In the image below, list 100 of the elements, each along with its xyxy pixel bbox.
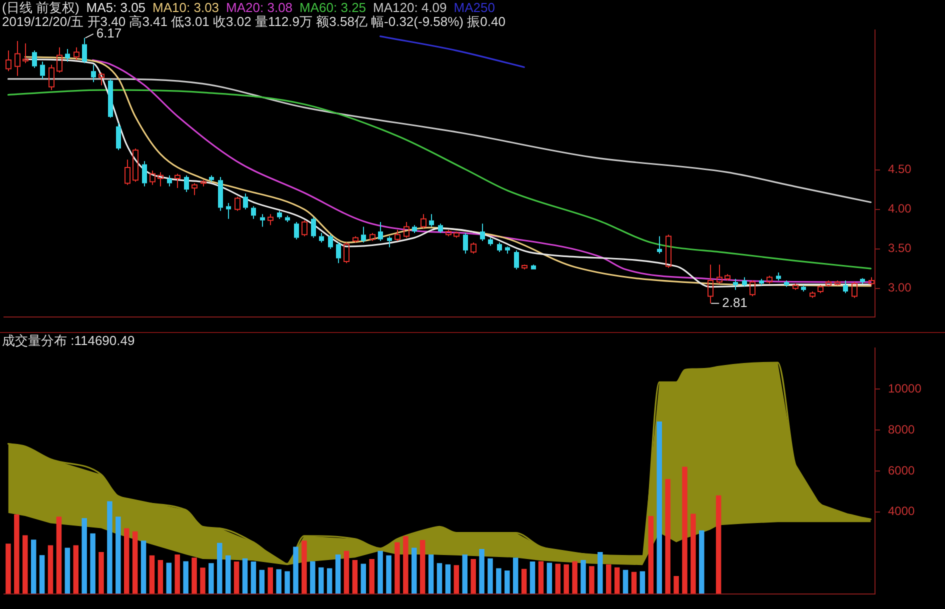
y-tick-label: 6000 <box>888 463 916 478</box>
bar <box>6 544 11 594</box>
candlestick <box>116 122 121 151</box>
annotation: 2.81 <box>722 294 748 310</box>
y-tick-label: 3.50 <box>888 241 912 256</box>
bar <box>268 567 273 594</box>
candlestick <box>82 37 87 64</box>
candlestick <box>260 214 265 228</box>
bar <box>293 546 298 594</box>
candlestick <box>733 278 738 290</box>
bar <box>132 531 138 594</box>
bar <box>284 571 290 594</box>
bar <box>64 548 70 594</box>
bar <box>564 564 569 594</box>
bar <box>98 552 104 594</box>
candlestick <box>328 234 333 250</box>
candlestick <box>294 221 299 240</box>
bar <box>512 558 518 594</box>
candlestick <box>480 223 485 242</box>
candlestick <box>505 246 510 254</box>
bar <box>14 514 20 594</box>
candlestick <box>40 61 45 80</box>
bar <box>259 570 265 594</box>
candlestick <box>438 223 443 234</box>
chart-title: 成交量分布 :114690.49 <box>2 333 135 348</box>
candlestick <box>158 172 164 187</box>
candlestick <box>285 215 290 222</box>
candlestick <box>167 174 172 187</box>
candlestick <box>243 193 248 210</box>
y-tick-label: 4.00 <box>888 202 912 216</box>
bar <box>174 554 180 594</box>
bar <box>445 564 451 594</box>
candlestick <box>361 226 366 244</box>
bar <box>420 540 426 594</box>
candlestick <box>319 232 324 244</box>
bar <box>369 559 374 594</box>
candlestick <box>784 280 789 288</box>
bar <box>614 567 620 594</box>
bar <box>326 568 332 594</box>
y-tick-label: 8000 <box>888 422 916 436</box>
bar <box>200 568 206 594</box>
bar <box>242 558 248 594</box>
candlestick <box>497 242 502 253</box>
bar <box>665 478 670 594</box>
bar <box>140 540 146 594</box>
bar <box>360 564 366 594</box>
bar <box>73 545 78 594</box>
y-tick-label: 3.00 <box>888 280 912 295</box>
bar <box>30 540 36 594</box>
candlestick <box>387 236 392 248</box>
bar <box>606 564 612 594</box>
bar <box>682 466 688 594</box>
bar <box>48 545 54 594</box>
bar <box>690 514 696 594</box>
candlestick <box>56 46 62 74</box>
candlestick <box>336 242 341 264</box>
candlestick <box>32 50 37 68</box>
bar <box>555 564 561 594</box>
bar <box>403 536 408 594</box>
bar <box>504 570 510 594</box>
bar <box>530 561 536 594</box>
candlestick <box>277 210 282 220</box>
bar <box>225 555 231 594</box>
text: MA120: 4.09 <box>373 0 447 15</box>
bar <box>310 561 316 594</box>
bar <box>572 561 578 594</box>
text: MA20: 3.08 <box>226 0 293 15</box>
bar <box>124 528 130 594</box>
y-tick-label: 10000 <box>888 381 922 396</box>
bar <box>166 562 172 594</box>
text: MA5: 3.05 <box>86 0 146 15</box>
bar <box>648 516 654 594</box>
candlestick <box>150 170 156 186</box>
bar <box>479 548 484 594</box>
bar <box>234 561 240 594</box>
bar <box>183 561 188 594</box>
candlestick <box>65 48 70 62</box>
candlestick <box>759 278 764 286</box>
candlestick <box>412 224 417 234</box>
candlestick <box>14 40 20 76</box>
candlestick <box>420 214 426 229</box>
candlestick <box>860 278 865 284</box>
text: MA60: 3.25 <box>300 0 366 15</box>
bar <box>22 535 28 594</box>
bar <box>158 560 164 594</box>
bar <box>250 561 256 594</box>
candlestick <box>174 173 180 189</box>
bar <box>546 562 552 594</box>
bar <box>656 421 662 594</box>
candlestick <box>91 64 96 83</box>
candlestick <box>801 284 806 292</box>
bar <box>436 563 442 594</box>
text: MA250 <box>454 0 495 15</box>
candlestick <box>514 250 519 270</box>
bar <box>428 554 434 594</box>
candlestick <box>657 236 662 254</box>
bar <box>318 567 324 594</box>
bar <box>302 540 307 594</box>
candlestick <box>463 232 468 254</box>
candlestick <box>6 50 12 72</box>
